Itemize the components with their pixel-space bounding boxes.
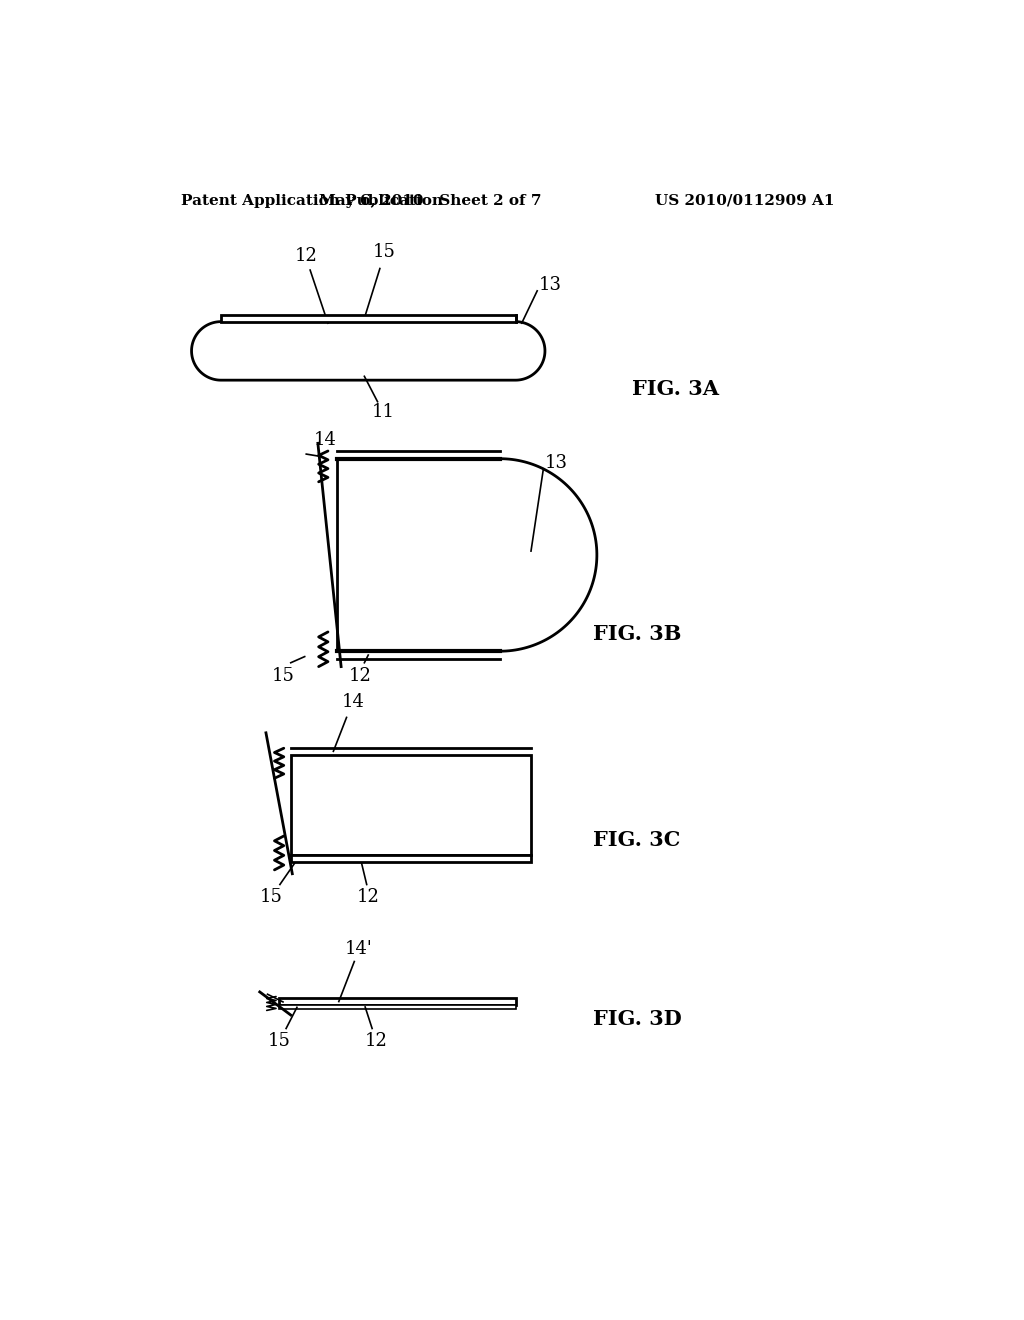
Text: Patent Application Publication: Patent Application Publication: [180, 194, 442, 207]
Text: 13: 13: [539, 276, 562, 294]
Text: US 2010/0112909 A1: US 2010/0112909 A1: [655, 194, 835, 207]
Text: 15: 15: [271, 667, 295, 685]
Bar: [291, 755, 531, 855]
Text: 14: 14: [341, 693, 365, 711]
Text: 13: 13: [545, 454, 568, 471]
Bar: [280, 1005, 515, 1008]
Text: 15: 15: [260, 888, 283, 907]
Text: 14: 14: [314, 432, 337, 449]
Text: FIG. 3B: FIG. 3B: [593, 624, 681, 644]
Text: May 6, 2010   Sheet 2 of 7: May 6, 2010 Sheet 2 of 7: [319, 194, 542, 207]
Text: 12: 12: [365, 1032, 387, 1051]
Text: 14': 14': [345, 940, 373, 958]
Text: FIG. 3D: FIG. 3D: [593, 1010, 682, 1030]
Text: FIG. 3A: FIG. 3A: [632, 379, 719, 400]
Text: FIG. 3C: FIG. 3C: [593, 830, 680, 850]
Bar: [221, 314, 515, 322]
Text: 15: 15: [267, 1032, 291, 1051]
Text: 11: 11: [373, 404, 395, 421]
Text: 12: 12: [349, 667, 372, 685]
Bar: [291, 855, 531, 862]
Text: 12: 12: [356, 888, 380, 907]
Polygon shape: [337, 459, 597, 651]
Bar: [280, 998, 515, 1005]
Text: 15: 15: [373, 243, 395, 261]
Polygon shape: [191, 322, 545, 380]
Text: 12: 12: [295, 247, 317, 264]
